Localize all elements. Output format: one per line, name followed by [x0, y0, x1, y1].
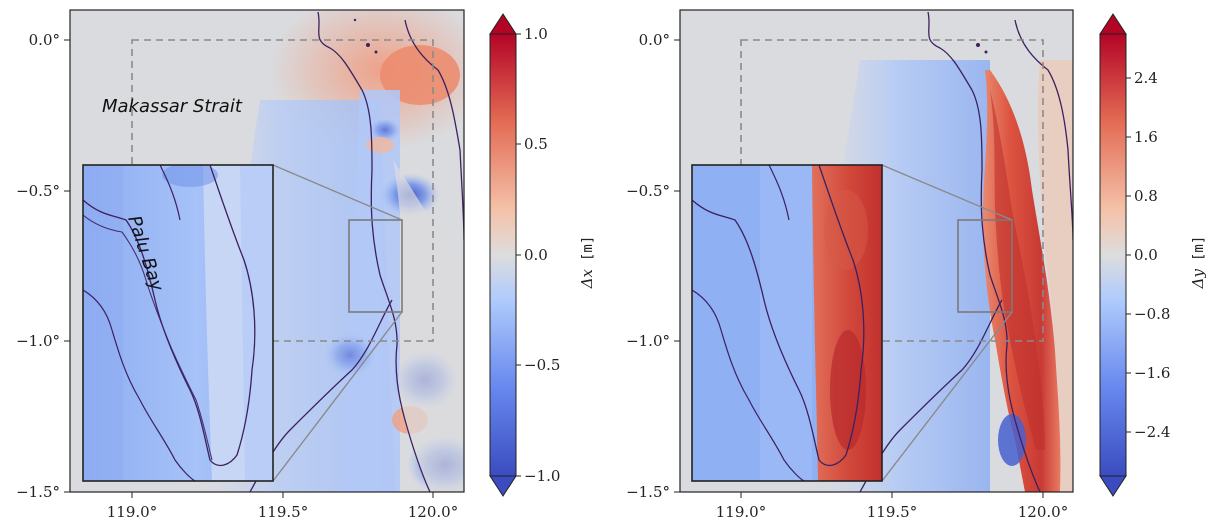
lat-tick-label: −0.5° [626, 182, 670, 200]
zoom-region-box [957, 219, 1013, 313]
left-colorbar: 1.0 0.5 0.0 −0.5 −1.0 Δx [m] [489, 13, 596, 497]
lon-tick-label: 119.0° [107, 503, 157, 521]
left-lon-axis: 119.0° 119.5° 120.0° [107, 492, 458, 521]
left-map-panel: Makassar Strait Palu Bay 0.0° −0.5° −1.0… [16, 9, 596, 521]
left-inset-map [82, 164, 403, 482]
right-lon-axis: 119.0° 119.5° 120.0° [716, 492, 1068, 521]
colorbar-label-unit: [m] [1191, 236, 1207, 261]
lat-tick-label: −1.0° [626, 332, 670, 350]
colorbar-label-symbol: Δy [1189, 268, 1207, 289]
colorbar-tick-label: −1.6 [1134, 364, 1170, 382]
colorbar-tick-label: 0.0 [524, 246, 548, 264]
lat-tick-label: −1.0° [16, 332, 60, 350]
colorbar-tick-label: −1.0 [524, 467, 560, 485]
lon-tick-label: 119.0° [716, 503, 766, 521]
lat-tick-label: −1.5° [626, 483, 670, 501]
makassar-strait-label: Makassar Strait [102, 96, 243, 117]
right-inset-map [691, 164, 1013, 482]
colorbar-tick-label: 2.4 [1134, 69, 1158, 87]
right-colorbar: 2.4 1.6 0.8 0.0 −0.8 −1.6 −2.4 Δy [m] [1099, 13, 1207, 497]
lon-tick-label: 120.0° [1018, 503, 1068, 521]
colorbar-label-symbol: Δx [578, 268, 596, 289]
dashed-domain-box [131, 39, 434, 342]
lat-tick-label: −1.5° [16, 483, 60, 501]
lat-tick-label: 0.0° [639, 31, 670, 49]
colorbar-tick-label: 1.6 [1134, 128, 1158, 146]
right-axes-frame [679, 9, 1074, 493]
lon-tick-label: 120.0° [408, 503, 458, 521]
zoom-region-box [348, 219, 403, 313]
lon-tick-label: 119.5° [258, 503, 308, 521]
lat-tick-label: 0.0° [29, 31, 60, 49]
colorbar-tick-label: 0.5 [524, 135, 548, 153]
colorbar-tick-label: 1.0 [524, 25, 548, 43]
dashed-domain-box [740, 39, 1044, 342]
colorbar-tick-label: 0.0 [1134, 246, 1158, 264]
right-map-panel: 0.0° −0.5° −1.0° −1.5° 119.0° 119.5° 120… [626, 9, 1207, 521]
colorbar-tick-label: −2.4 [1134, 423, 1170, 441]
colorbar-tick-label: −0.8 [1134, 305, 1170, 323]
colorbar-label-unit: [m] [580, 236, 596, 261]
colorbar-tick-label: −0.5 [524, 356, 560, 374]
lat-tick-label: −0.5° [16, 182, 60, 200]
left-lat-axis: 0.0° −0.5° −1.0° −1.5° [16, 31, 70, 501]
right-lat-axis: 0.0° −0.5° −1.0° −1.5° [626, 31, 680, 501]
lon-tick-label: 119.5° [867, 503, 917, 521]
left-axes-frame [69, 9, 465, 493]
colorbar-tick-label: 0.8 [1134, 187, 1158, 205]
